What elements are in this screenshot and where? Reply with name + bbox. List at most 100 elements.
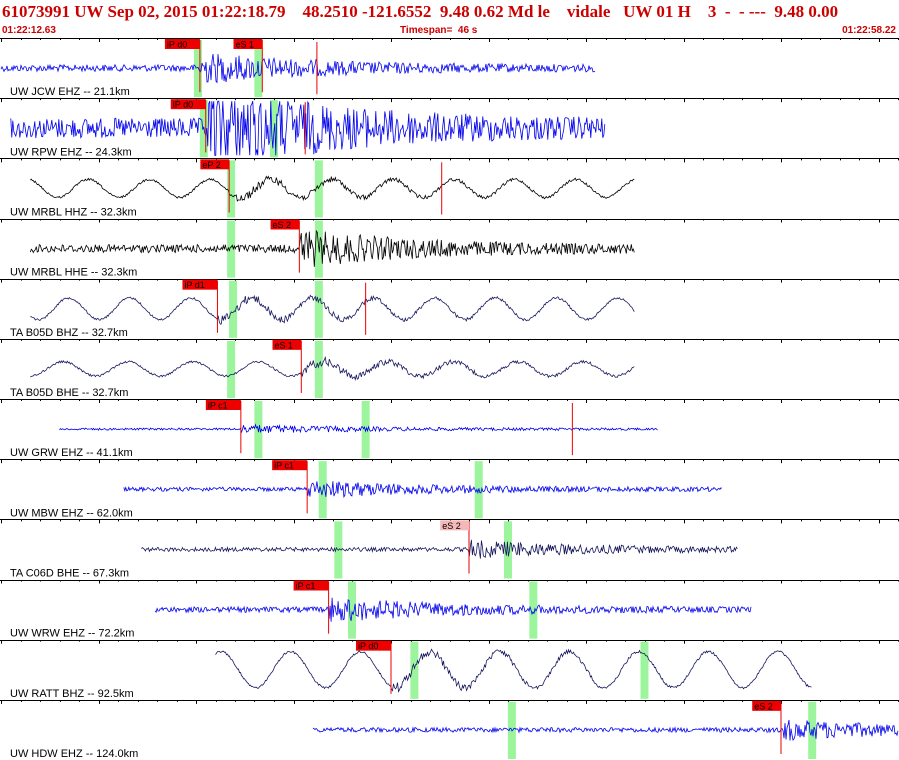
pick-label-box — [205, 400, 241, 410]
trace-row[interactable]: iP d0 UW RATT BHZ -- 92.5km — [1, 640, 899, 700]
station-label: TA C06D BHE -- 67.3km — [10, 568, 129, 580]
time-tick-marks — [1, 98, 899, 103]
phase-window-marker — [529, 581, 538, 639]
pick-label: eS 1 — [236, 40, 255, 50]
phase-pick[interactable]: iP d0 — [170, 99, 207, 153]
trace-row[interactable]: eS 1 TA B05D BHE -- 32.7km — [1, 339, 899, 399]
waveform-trace — [141, 539, 738, 559]
timespan-label: Timespan= 46 s — [400, 25, 478, 36]
station-label: UW MRBL HHE -- 32.3km — [10, 267, 137, 279]
station-label: UW HDW EHZ -- 124.0km — [10, 748, 138, 760]
phase-pick[interactable]: eS 1 — [233, 39, 263, 93]
time-tick-marks — [1, 519, 899, 524]
waveform-trace — [30, 175, 635, 202]
trace-row[interactable]: eS 2 UW MRBL HHE -- 32.3km — [1, 219, 899, 279]
waveform-trace — [312, 719, 899, 741]
station-label: UW MRBL HHZ -- 32.3km — [10, 207, 137, 219]
trace-row[interactable]: iP c1 UW MBW EHZ -- 62.0km — [1, 459, 899, 520]
pick-label-box — [356, 640, 391, 651]
time-tick-marks — [1, 158, 899, 163]
time-tick-marks — [1, 38, 899, 42]
end-time-label: 01:22:58.22 — [842, 25, 896, 36]
phase-window-marker — [227, 160, 236, 218]
station-label: UW RPW EHZ -- 24.3km — [10, 146, 132, 158]
phase-window-marker — [227, 340, 236, 398]
pick-label-box — [293, 580, 329, 591]
pick-label: iP d1 — [184, 280, 204, 290]
pick-label-box — [164, 39, 200, 49]
start-time-label: 01:22:12.63 — [2, 25, 56, 36]
station-label: UW RATT BHZ -- 92.5km — [10, 688, 134, 700]
waveform-trace — [29, 229, 635, 267]
pick-label-box — [200, 159, 230, 170]
waveform-trace — [10, 100, 606, 156]
trace-row[interactable]: iP d1 TA B05D BHZ -- 32.7km — [1, 279, 899, 339]
record-header: 61073991 UW Sep 02, 2015 01:22:18.79 48.… — [0, 0, 899, 40]
phase-window-marker — [229, 280, 238, 338]
pick-label: iP d0 — [358, 641, 378, 651]
event-summary-title: 61073991 UW Sep 02, 2015 01:22:18.79 48.… — [2, 2, 839, 21]
trace-row[interactable]: eP 2 UW MRBL HHZ -- 32.3km — [1, 158, 899, 219]
pick-label: eS 2 — [273, 220, 292, 230]
phase-window-marker — [314, 280, 323, 338]
waveform-trace — [0, 53, 596, 84]
trace-row[interactable]: eS 2 TA C06D BHE -- 67.3km — [1, 519, 899, 580]
phase-pick[interactable]: iP d1 — [182, 279, 218, 333]
phase-pick[interactable]: iP d0 — [356, 640, 392, 694]
time-tick-marks — [1, 700, 899, 704]
pick-label-box — [272, 460, 308, 471]
phase-pick[interactable]: eS 1 — [272, 339, 302, 393]
pick-label-box — [170, 99, 206, 110]
waveform-trace — [123, 481, 723, 499]
phase-pick[interactable]: iP d0 — [164, 39, 201, 93]
pick-label: iP d0 — [173, 100, 193, 110]
station-label: UW WRW EHZ -- 72.2km — [10, 628, 134, 640]
trace-row[interactable]: eS 2 UW HDW EHZ -- 124.0km — [1, 700, 899, 760]
phase-window-marker — [193, 40, 202, 98]
phase-pick[interactable]: iP c1 — [272, 460, 308, 514]
pick-label: iP d0 — [167, 40, 187, 50]
pick-label-box — [182, 279, 218, 290]
waveform-trace — [59, 423, 658, 434]
phase-pick[interactable]: iP c1 — [293, 580, 330, 634]
phase-window-marker — [640, 641, 649, 699]
phase-pick[interactable]: eP 2 — [200, 159, 230, 213]
trace-row[interactable]: iP c1 UW GRW EHZ -- 41.1km — [1, 399, 899, 460]
phase-window-marker — [348, 581, 356, 639]
waveform-trace — [154, 597, 752, 622]
pick-label: iP c1 — [274, 461, 294, 471]
phase-window-marker — [227, 220, 236, 278]
trace-row[interactable]: iP d0 UW RPW EHZ -- 24.3km — [1, 98, 899, 159]
phase-window-marker — [314, 160, 323, 218]
pick-label-box — [233, 39, 263, 49]
trace-row[interactable]: iP c1 UW WRW EHZ -- 72.2km — [1, 580, 899, 640]
station-label: UW GRW EHZ -- 41.1km — [10, 447, 133, 459]
phase-pick[interactable]: iP c1 — [205, 400, 242, 454]
phase-pick[interactable]: eS 2 — [440, 520, 470, 574]
phase-pick[interactable]: eS 2 — [270, 219, 300, 273]
pick-label-box — [270, 219, 300, 230]
phase-window-marker — [314, 340, 323, 398]
time-tick-marks — [1, 399, 899, 403]
pick-label: iP c1 — [296, 581, 316, 591]
station-label: TA B05D BHE -- 32.7km — [10, 387, 128, 399]
pick-label: eS 2 — [442, 521, 461, 531]
pick-label-box — [440, 520, 469, 531]
seismogram-panel[interactable]: iP d0 eS 1 UW JCW EHZ -- 21.1km iP d0 UW RPW… — [0, 38, 899, 760]
waveform-trace — [30, 294, 635, 325]
pick-label-box — [272, 339, 302, 350]
pick-label: eS 1 — [275, 340, 294, 350]
waveform-trace — [30, 355, 635, 382]
station-label: TA B05D BHZ -- 32.7km — [10, 327, 128, 339]
waveform-trace — [215, 648, 812, 693]
pick-label: eS 2 — [754, 701, 773, 711]
time-tick-marks — [1, 459, 899, 464]
pick-label: eP 2 — [202, 160, 220, 170]
trace-row[interactable]: iP d0 eS 1 UW JCW EHZ -- 21.1km — [0, 38, 899, 99]
station-label: UW MBW EHZ -- 62.0km — [10, 507, 133, 519]
station-label: UW JCW EHZ -- 21.1km — [10, 86, 130, 98]
pick-label-box — [752, 700, 781, 711]
phase-window-marker — [410, 641, 419, 699]
phase-pick[interactable]: eS 2 — [752, 700, 782, 754]
pick-label: iP c1 — [208, 401, 228, 411]
